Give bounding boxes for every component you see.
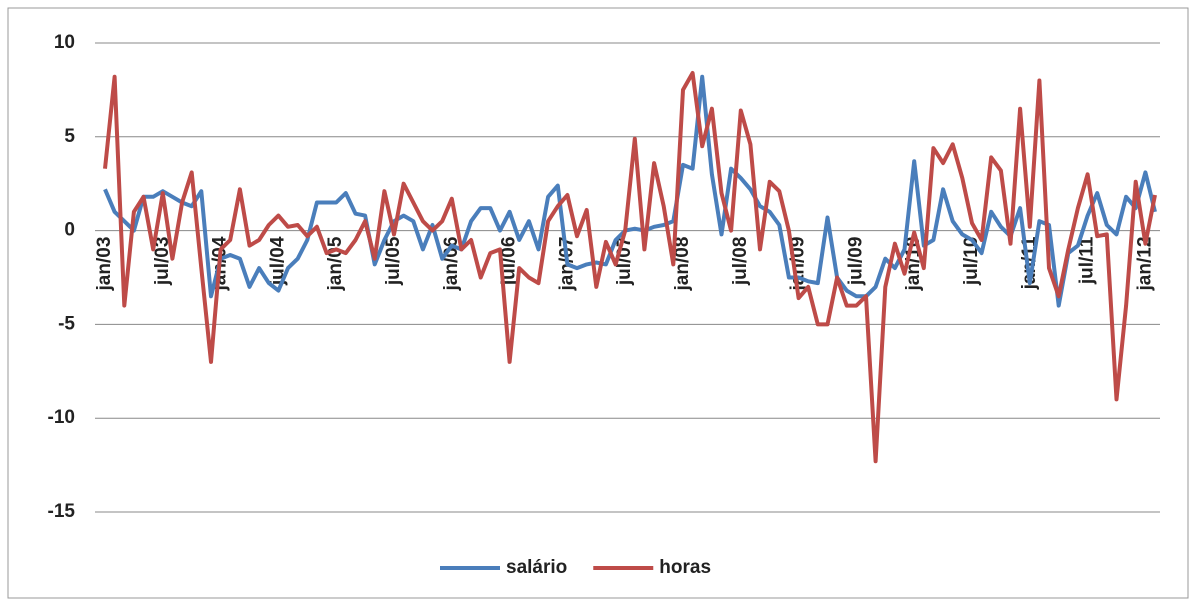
x-tick-label: jul/10	[961, 237, 982, 287]
x-tick-label: jul/03	[152, 237, 173, 287]
x-tick-label: jan/03	[94, 237, 115, 292]
y-tick-label: -5	[58, 313, 75, 334]
x-tick-label: jul/04	[267, 236, 288, 286]
x-tick-label: jan/05	[325, 236, 346, 291]
line-series	[103, 74, 1157, 308]
y-tick-label: 10	[54, 32, 75, 53]
chart-border	[7, 7, 1189, 599]
legend-label: horas	[659, 557, 711, 578]
y-tick-label: 5	[64, 126, 75, 147]
x-tick-label: jul/09	[845, 237, 866, 287]
x-tick-label: jul/08	[730, 237, 751, 287]
legend-label: salário	[506, 557, 567, 578]
y-tick-label: -10	[48, 407, 75, 428]
x-tick-label: jul/11	[1077, 236, 1098, 285]
x-tick-label: jul/05	[383, 236, 404, 286]
y-tick-label: -15	[48, 501, 76, 522]
y-tick-label: 0	[64, 220, 75, 241]
line-series	[103, 71, 1157, 464]
x-tick-label: jan/08	[672, 237, 693, 292]
x-tick-label: jan/12	[1134, 237, 1155, 292]
